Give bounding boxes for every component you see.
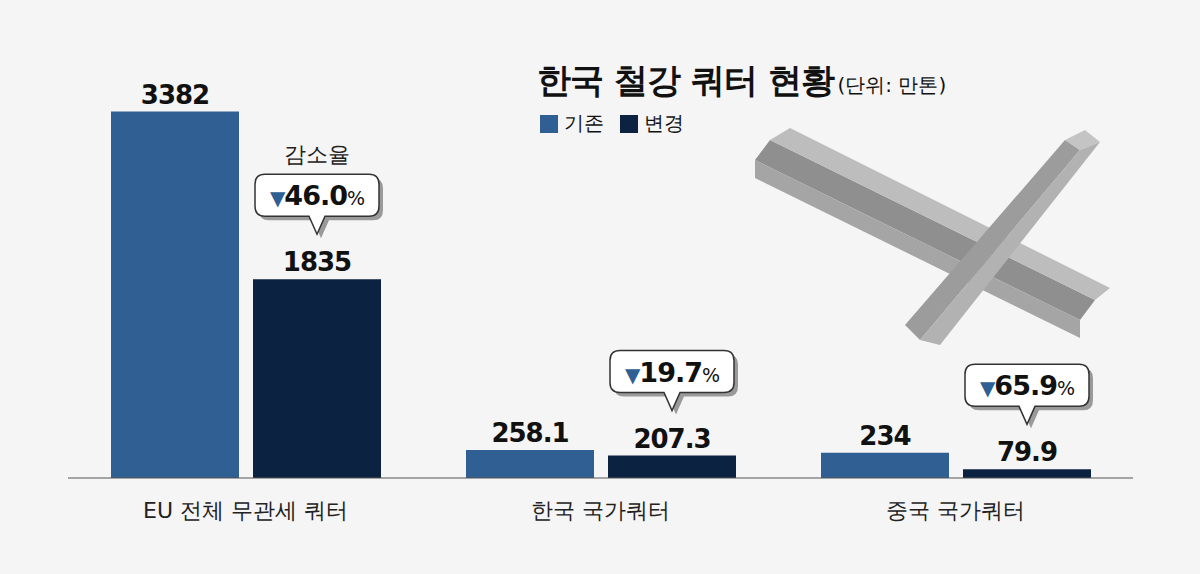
svg-text:▼46.0%: ▼46.0%	[270, 180, 364, 211]
svg-text:207.3: 207.3	[633, 424, 710, 454]
svg-text:한국 국가쿼터: 한국 국가쿼터	[531, 498, 670, 523]
svg-text:▼19.7%: ▼19.7%	[625, 357, 719, 388]
svg-text:234: 234	[859, 421, 910, 451]
html-text:한국 철강 쿼터 현황(단위: 만톤): 한국 철강 쿼터 현황(단위: 만톤)	[537, 60, 947, 100]
html-text:기존: 기존	[564, 111, 604, 135]
svg-text:EU 전체 무관세 쿼터: EU 전체 무관세 쿼터	[143, 498, 348, 523]
svg-text:3382: 3382	[141, 80, 209, 110]
html-text:변경: 변경	[644, 111, 684, 135]
svg-text:258.1: 258.1	[491, 418, 568, 448]
svg-text:79.9: 79.9	[997, 437, 1057, 467]
svg-text:중국 국가쿼터: 중국 국가쿼터	[886, 498, 1025, 523]
svg-text:감소율: 감소율	[284, 142, 350, 167]
svg-text:▼65.9%: ▼65.9%	[980, 370, 1074, 401]
svg-text:1835: 1835	[283, 247, 351, 277]
